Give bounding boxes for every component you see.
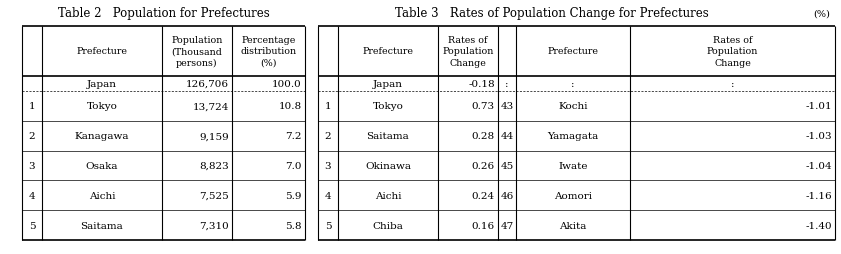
Text: 4: 4: [29, 191, 35, 200]
Text: 100.0: 100.0: [272, 80, 302, 89]
Text: Osaka: Osaka: [86, 161, 119, 170]
Text: -1.03: -1.03: [806, 132, 832, 141]
Text: -0.18: -0.18: [468, 80, 495, 89]
Text: 5.8: 5.8: [285, 221, 302, 230]
Text: Aomori: Aomori: [554, 191, 592, 200]
Text: Table 2   Population for Prefectures: Table 2 Population for Prefectures: [58, 7, 269, 20]
Text: Okinawa: Okinawa: [365, 161, 411, 170]
Text: Kochi: Kochi: [558, 102, 588, 111]
Text: 7.0: 7.0: [285, 161, 302, 170]
Text: 0.73: 0.73: [472, 102, 495, 111]
Text: Percentage
distribution
(%): Percentage distribution (%): [241, 36, 297, 67]
Text: Saitama: Saitama: [367, 132, 410, 141]
Text: 3: 3: [29, 161, 35, 170]
Text: Akita: Akita: [559, 221, 587, 230]
Text: Tokyo: Tokyo: [373, 102, 404, 111]
Text: Rates of
Population
Change: Rates of Population Change: [442, 36, 494, 67]
Text: 5.9: 5.9: [285, 191, 302, 200]
Text: 1: 1: [325, 102, 331, 111]
Text: 13,724: 13,724: [193, 102, 229, 111]
Text: 43: 43: [500, 102, 514, 111]
Text: Prefecture: Prefecture: [547, 47, 599, 56]
Text: 46: 46: [500, 191, 514, 200]
Text: Iwate: Iwate: [558, 161, 588, 170]
Text: Table 3   Rates of Population Change for Prefectures: Table 3 Rates of Population Change for P…: [394, 7, 708, 20]
Text: 4: 4: [325, 191, 331, 200]
Text: -1.01: -1.01: [806, 102, 832, 111]
Text: 10.8: 10.8: [279, 102, 302, 111]
Text: 0.16: 0.16: [472, 221, 495, 230]
Text: 1: 1: [29, 102, 35, 111]
Text: 47: 47: [500, 221, 514, 230]
Text: Rates of
Population
Change: Rates of Population Change: [706, 36, 759, 67]
Text: :: :: [505, 80, 509, 89]
Text: 126,706: 126,706: [186, 80, 229, 89]
Text: 7,525: 7,525: [199, 191, 229, 200]
Text: 5: 5: [325, 221, 331, 230]
Text: (%): (%): [813, 9, 830, 19]
Text: 44: 44: [500, 132, 514, 141]
Text: 2: 2: [29, 132, 35, 141]
Text: :: :: [571, 80, 574, 89]
Text: 0.24: 0.24: [472, 191, 495, 200]
Text: Tokyo: Tokyo: [87, 102, 118, 111]
Text: Prefecture: Prefecture: [77, 47, 128, 56]
Text: Yamagata: Yamagata: [547, 132, 599, 141]
Text: 8,823: 8,823: [199, 161, 229, 170]
Text: -1.16: -1.16: [806, 191, 832, 200]
Text: 5: 5: [29, 221, 35, 230]
Text: 2: 2: [325, 132, 331, 141]
Text: Aichi: Aichi: [375, 191, 401, 200]
Text: Prefecture: Prefecture: [362, 47, 414, 56]
Text: :: :: [731, 80, 734, 89]
Text: 3: 3: [325, 161, 331, 170]
Text: Kanagawa: Kanagawa: [75, 132, 130, 141]
Text: 7.2: 7.2: [285, 132, 302, 141]
Text: 45: 45: [500, 161, 514, 170]
Text: Saitama: Saitama: [81, 221, 124, 230]
Text: Japan: Japan: [373, 80, 403, 89]
Text: Chiba: Chiba: [373, 221, 404, 230]
Text: Aichi: Aichi: [89, 191, 115, 200]
Text: -1.40: -1.40: [806, 221, 832, 230]
Text: 9,159: 9,159: [199, 132, 229, 141]
Text: 0.28: 0.28: [472, 132, 495, 141]
Text: Japan: Japan: [87, 80, 117, 89]
Text: -1.04: -1.04: [806, 161, 832, 170]
Text: Population
(Thousand
persons): Population (Thousand persons): [172, 36, 223, 67]
Text: 0.26: 0.26: [472, 161, 495, 170]
Text: 7,310: 7,310: [199, 221, 229, 230]
